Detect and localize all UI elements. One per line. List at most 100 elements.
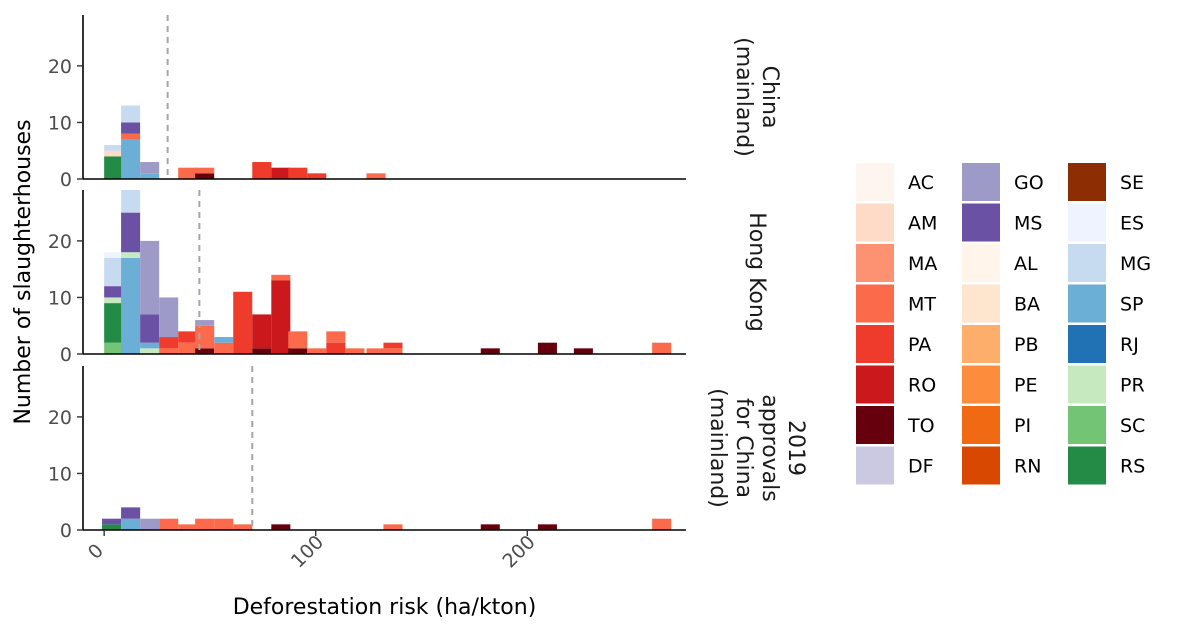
bar-segment-ES — [104, 252, 124, 258]
bar-segment-RO — [271, 167, 291, 179]
legend-swatch — [962, 365, 1000, 404]
bar-segment-RO — [252, 314, 272, 349]
bar-segment-MT — [159, 518, 179, 530]
bar-segment-MT — [366, 348, 386, 354]
bar-segment-TO — [480, 348, 500, 354]
legend-item-SE: SE — [1068, 163, 1144, 201]
legend-item-PB: PB — [962, 325, 1039, 363]
bar-segment-MS — [140, 314, 160, 343]
legend-swatch — [1068, 325, 1106, 363]
bar-segment-PA — [159, 337, 179, 349]
bar-segment-TO — [195, 348, 215, 354]
bar-segment-PA — [307, 173, 327, 179]
bar-segment-AM — [104, 150, 124, 157]
bar-segment-PA — [288, 167, 308, 179]
legend-swatch — [856, 284, 894, 323]
bar-segment-PR — [121, 252, 141, 258]
legend-item-RJ: RJ — [1068, 325, 1139, 363]
x-axis-title: Deforestation risk (ha/kton) — [233, 595, 537, 620]
y-tick-label: 0 — [60, 344, 72, 366]
panel-2: 0 10 20 Hong Kong — [48, 190, 769, 366]
y-tick-label: 0 — [60, 520, 72, 542]
legend-swatch — [856, 325, 894, 363]
bar-segment-PA — [326, 342, 346, 354]
legend-item-MG: MG — [1068, 244, 1151, 282]
bar-segment-SP — [121, 257, 141, 354]
bar-segment-TO — [573, 348, 593, 354]
bar-segment-GO — [140, 162, 160, 174]
y-tick-label: 10 — [48, 112, 72, 134]
y-tick-label: 20 — [48, 56, 72, 78]
legend-label: PB — [1014, 334, 1039, 356]
legend-swatch — [1068, 365, 1106, 404]
legend-item-MA: MA — [856, 244, 937, 282]
legend-label: PE — [1014, 375, 1037, 397]
legend-item-PR: PR — [1068, 365, 1145, 404]
bar-segment-MT — [652, 518, 672, 530]
bar-segment-TO — [195, 173, 215, 179]
y-tick-label: 0 — [60, 169, 72, 191]
legend-label: AM — [908, 213, 937, 235]
bar-segment-MT — [178, 167, 198, 179]
legend-swatch — [1068, 163, 1106, 201]
bar-segment-MT — [233, 524, 253, 530]
legend-label: RJ — [1120, 334, 1139, 356]
bar-segment-MG — [104, 257, 124, 287]
y-tick-label: 10 — [48, 463, 72, 485]
legend: AC AM MA MT PA RO TO DF GO MS AL BA PB PE PI RN SE ES MG SP… — [856, 163, 1151, 485]
bar-segment-MS — [121, 212, 141, 253]
bar-segment-SC — [104, 342, 124, 354]
legend-label: RS — [1120, 456, 1145, 478]
legend-item-BA: BA — [962, 284, 1040, 323]
legend-item-DF: DF — [856, 446, 934, 485]
bar-segment-MG — [121, 105, 141, 123]
legend-item-PE: PE — [962, 365, 1037, 404]
legend-label: TO — [907, 415, 935, 437]
facet-strip-label-line: (mainland) — [731, 37, 756, 157]
legend-label: SP — [1120, 294, 1144, 316]
bar-segment-PA — [178, 331, 198, 343]
legend-item-RN: RN — [962, 446, 1041, 485]
bar-segment-MT — [652, 342, 672, 354]
legend-swatch — [1068, 244, 1106, 282]
bar-segment-GO — [195, 320, 215, 326]
legend-label: PR — [1120, 375, 1145, 397]
legend-label: BA — [1014, 294, 1040, 316]
x-tick-label: 100 — [287, 531, 328, 572]
facet-strip-label-line: Hong Kong — [744, 212, 769, 332]
legend-label: MG — [1120, 253, 1151, 275]
x-tick-label: 200 — [498, 531, 539, 572]
legend-swatch — [856, 446, 894, 485]
bar-segment-GO — [159, 297, 179, 338]
bar-segment-TO — [537, 524, 557, 530]
legend-swatch — [962, 325, 1000, 363]
legend-label: AC — [908, 172, 934, 194]
legend-swatch — [962, 446, 1000, 485]
legend-swatch — [856, 203, 894, 242]
legend-swatch — [856, 163, 894, 201]
legend-item-PI: PI — [962, 406, 1031, 444]
bar-segment-TO — [288, 348, 308, 354]
legend-label: PI — [1014, 415, 1031, 437]
legend-label: DF — [908, 456, 934, 478]
bar-segment-RS — [102, 524, 122, 530]
bar-segment-RS — [104, 303, 124, 343]
legend-swatch — [856, 244, 894, 282]
facet-strip-label-line: 2019 — [783, 420, 808, 476]
legend-item-SP: SP — [1068, 284, 1144, 323]
bar-segment-MT — [214, 518, 234, 530]
bar-segment-MT — [195, 518, 215, 530]
legend-swatch — [962, 284, 1000, 323]
bar-segment-RS — [104, 156, 124, 179]
legend-label: RN — [1014, 456, 1041, 478]
bar-segment-MT — [195, 167, 215, 174]
legend-label: RO — [908, 375, 936, 397]
bar-segment-SP — [121, 139, 141, 179]
facet-strip-label-line: China — [757, 66, 782, 129]
legend-swatch — [1068, 446, 1106, 485]
facet-strip-label: Hong Kong — [744, 212, 769, 332]
bar-segment-PR — [140, 348, 160, 354]
